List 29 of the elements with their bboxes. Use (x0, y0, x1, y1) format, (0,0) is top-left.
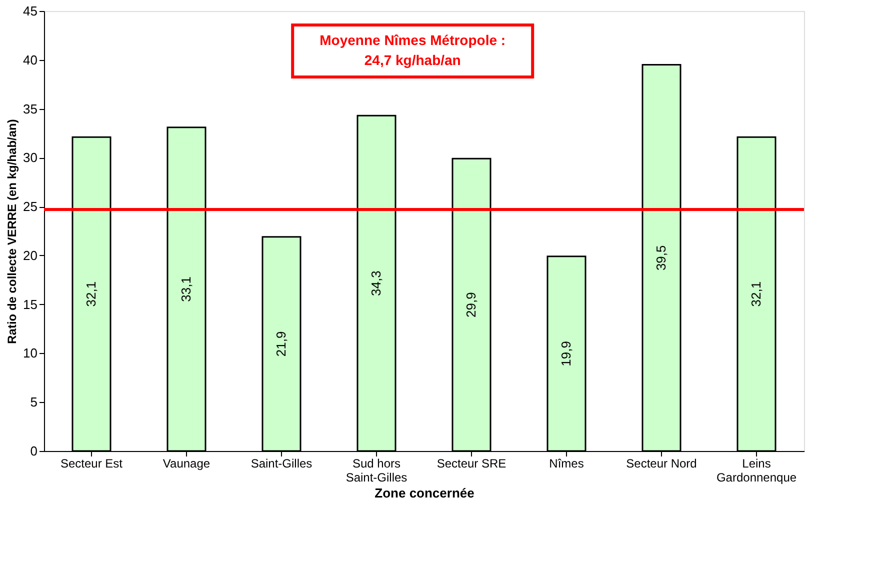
x-tick-label: Sud hors Saint-Gilles (346, 456, 408, 484)
x-tick-label: Saint-Gilles (250, 456, 312, 470)
y-tick-label: 40 (23, 52, 38, 68)
y-tick-label: 45 (23, 4, 38, 18)
y-axis-title: Ratio de collecte VERRE (en kg/hab/an) (5, 119, 20, 344)
y-tick-label: 25 (23, 199, 38, 214)
x-tick-label: Leins Gardonnenque (716, 456, 797, 484)
data-label: 21,9 (274, 331, 288, 357)
data-label: 33,1 (178, 276, 194, 302)
x-tick-label: Nîmes (549, 456, 584, 470)
x-tick-label: Secteur SRE (436, 456, 506, 470)
data-label: 34,3 (368, 270, 384, 296)
y-tick-label: 20 (23, 248, 38, 263)
data-label: 19,9 (558, 341, 574, 366)
y-tick-label: 35 (23, 101, 38, 116)
x-tick-label: Vaunage (162, 456, 210, 470)
data-label: 39,5 (654, 245, 668, 271)
data-label: 32,1 (84, 281, 98, 307)
x-axis-title: Zone concernée (374, 486, 474, 500)
x-tick-label: Secteur Est (60, 456, 124, 470)
data-label: 29,9 (464, 292, 478, 318)
y-tick-label: 15 (23, 296, 38, 312)
y-tick-label: 0 (30, 444, 38, 458)
x-tick-label: Secteur Nord (626, 456, 697, 470)
y-tick-label: 30 (23, 150, 38, 166)
ref-line-label: Moyenne Nîmes Métropole : 24,7 kg/hab/an (320, 32, 506, 68)
y-tick-label: 5 (30, 394, 38, 410)
data-label: 32,1 (748, 281, 764, 307)
y-tick-label: 10 (23, 346, 38, 361)
